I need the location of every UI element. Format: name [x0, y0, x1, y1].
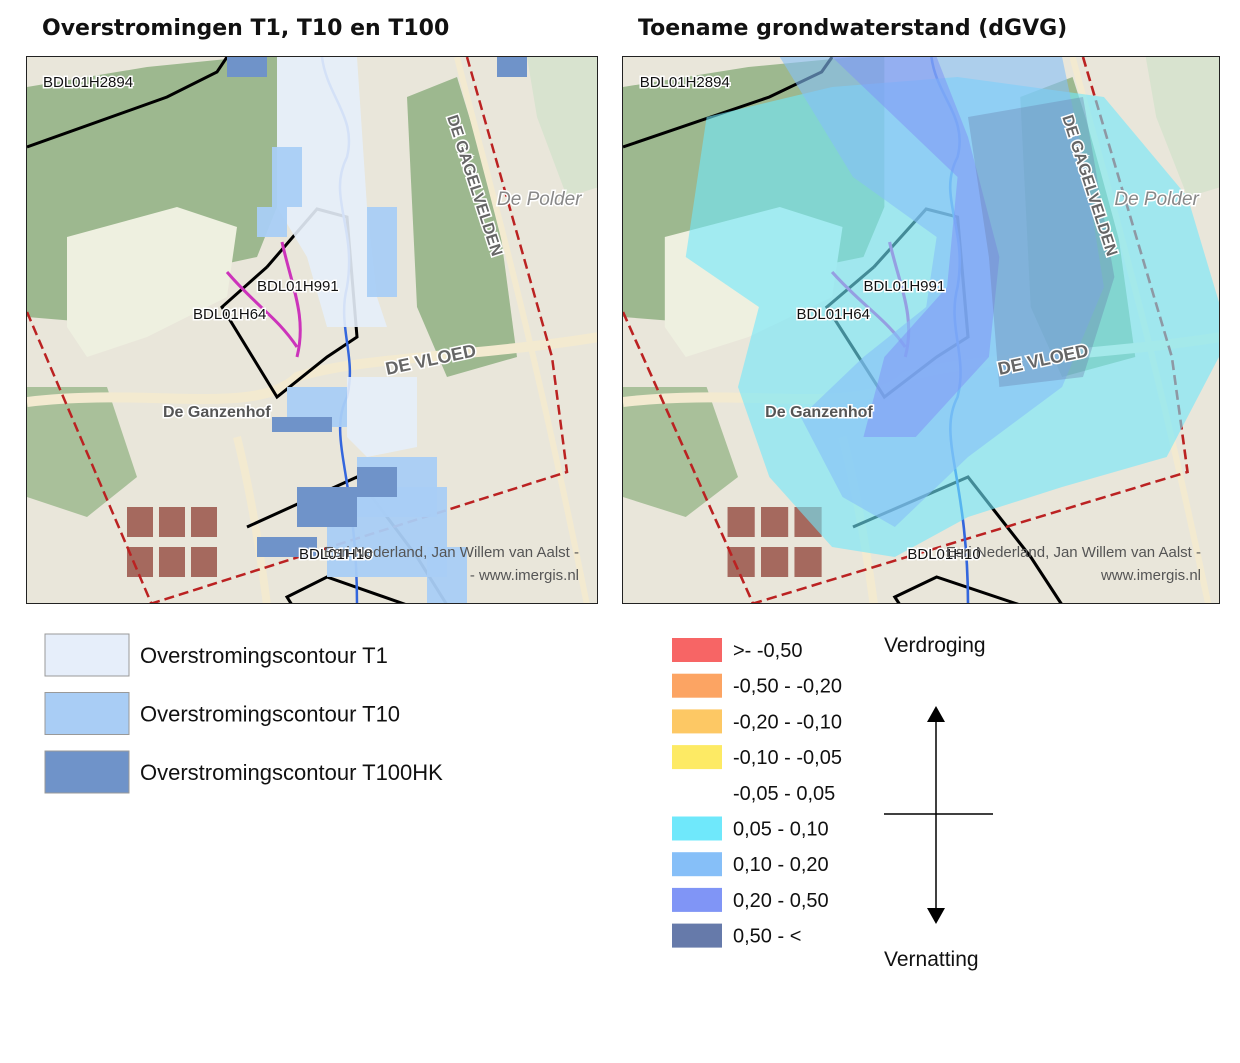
building — [159, 547, 185, 577]
forest — [27, 387, 137, 517]
flood-t10 — [257, 207, 287, 237]
legend-swatch — [44, 692, 130, 735]
legend-swatch — [672, 709, 722, 734]
groundwater-map: BDL01H2894 BDL01H991 BDL01H64 BDL01H10 De Ga… — [622, 56, 1220, 604]
legend-swatch — [672, 887, 722, 912]
boundary-dashed — [27, 311, 153, 603]
flood-map: BDL01H2894 BDL01H991 BDL01H64 BDL01H10 De Ga… — [26, 56, 598, 604]
map-label: De Ganzenhof — [765, 404, 873, 421]
legend-label: 0,10 - 0,20 — [733, 854, 829, 876]
legend-swatch — [672, 638, 722, 662]
forest — [407, 77, 517, 377]
legend-note: Vernatting — [884, 948, 979, 971]
legend-label: -0,20 - -0,10 — [733, 711, 842, 733]
legend-swatch — [672, 852, 722, 877]
map-label: De Polder — [1114, 189, 1199, 210]
flood-t100 — [257, 537, 317, 557]
road — [233, 436, 271, 603]
map-title: Overstromingen T1, T10 en T100 — [42, 16, 450, 41]
ditch — [225, 241, 302, 358]
flood-t100 — [297, 487, 357, 527]
legend-label: 0,20 - 0,50 — [733, 890, 829, 912]
legend-swatch — [672, 816, 722, 841]
flood-t10 — [427, 547, 467, 603]
building — [727, 507, 755, 537]
map-label: BDL01H991 — [257, 278, 339, 295]
attribution: Esri Nederland, Jan Willem van Aalst - — [946, 544, 1201, 561]
dgvg-overlay — [685, 57, 1219, 557]
boundary — [27, 57, 229, 149]
legend-swatch — [672, 745, 722, 770]
building — [727, 547, 755, 577]
map-label: BDL01H64 — [797, 306, 870, 323]
field — [1145, 57, 1219, 197]
legend-swatch — [44, 633, 130, 677]
building — [191, 547, 217, 577]
legend-label: >- -0,50 — [733, 640, 802, 662]
road — [454, 57, 590, 603]
legend-note: Verdroging — [884, 634, 986, 657]
arrow-head — [927, 908, 945, 924]
legend-swatch — [672, 780, 722, 805]
legend-label: 0,05 - 0,10 — [733, 819, 829, 841]
map-label: De Polder — [497, 189, 582, 210]
flood-t100 — [272, 417, 332, 432]
legend-swatch — [672, 673, 722, 698]
dgvg-class — [779, 57, 1104, 527]
dgvg-class — [968, 97, 1115, 387]
map-label: BDL01H64 — [193, 306, 266, 323]
boundary-dashed — [623, 311, 755, 603]
building — [127, 507, 153, 537]
flood-t100 — [497, 57, 527, 77]
legend-label: Overstromingscontour T1 — [140, 643, 388, 668]
building — [794, 547, 822, 577]
flood-overlay — [227, 57, 527, 603]
legend-label: Overstromingscontour T10 — [140, 702, 400, 727]
flood-t1 — [277, 57, 387, 327]
legend-label: 0,50 - < — [733, 926, 801, 948]
building — [191, 507, 217, 537]
flood-t1 — [347, 377, 417, 457]
legend-label: -0,50 - -0,20 — [733, 676, 842, 698]
building — [761, 507, 789, 537]
attribution: - www.imergis.nl — [470, 567, 579, 584]
field — [527, 57, 597, 197]
attribution: Esri Nederland, Jan Willem van Aalst - — [324, 544, 579, 561]
flood-t100 — [227, 57, 267, 77]
road — [27, 332, 597, 407]
flood-t100 — [357, 467, 397, 497]
map-title: Toename grondwaterstand (dGVG) — [638, 16, 1068, 41]
dgvg-class — [832, 57, 1000, 437]
map-label: BDL01H10 — [907, 546, 980, 563]
building — [159, 507, 185, 537]
map-label: BDL01H2894 — [640, 74, 730, 91]
legend-label: Overstromingscontour T100HK — [140, 760, 443, 785]
forest — [623, 387, 738, 517]
map-label: BDL01H10 — [299, 546, 372, 563]
map-label: De Ganzenhof — [163, 404, 271, 421]
legend-swatch — [672, 923, 722, 948]
arrow-head — [927, 706, 945, 722]
field — [67, 207, 237, 357]
map-label: BDL01H2894 — [43, 74, 133, 91]
legend-swatch — [44, 750, 130, 794]
building — [761, 547, 789, 577]
legend-label: -0,05 - 0,05 — [733, 783, 835, 805]
flood-t10 — [367, 207, 397, 297]
attribution: www.imergis.nl — [1100, 567, 1201, 584]
map-label: BDL01H991 — [863, 278, 945, 295]
flood-t10 — [272, 147, 302, 207]
legend-label: -0,10 - -0,05 — [733, 747, 842, 769]
building — [127, 547, 153, 577]
